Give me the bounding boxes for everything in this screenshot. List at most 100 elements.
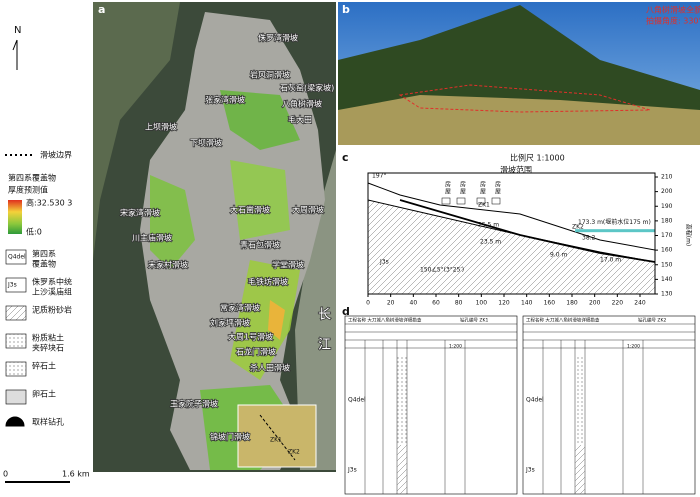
inset	[237, 404, 317, 468]
layer-label: J3s	[525, 467, 535, 474]
x-tick-label: 120	[498, 300, 510, 307]
scale-label: 比例尺 1:1000	[510, 153, 565, 163]
x-tick-label: 20	[387, 300, 395, 307]
cover-thickness	[268, 300, 285, 340]
landslide-label: 石龙门滑坡	[236, 347, 276, 357]
lithology	[397, 355, 407, 445]
borehole-label: ZK2	[288, 449, 300, 456]
landslide-label: 宋家村滑坡	[148, 260, 188, 270]
photo-caption: 八角树滑坡全貌	[646, 5, 700, 15]
landslide-label: 毛大田	[288, 115, 312, 125]
frame	[367, 172, 656, 295]
landslide-label: 岩风洞滑坡	[250, 70, 290, 80]
landslide-label: 石灰窑(梁家坡)	[280, 83, 334, 93]
x-tick-label: 60	[432, 300, 440, 307]
y-tick-label: 130	[661, 291, 673, 298]
landslide-label: 杀人田滑坡	[250, 363, 290, 373]
legend-symbol: J3s	[7, 282, 17, 289]
landslide-label: 张家湾滑坡	[205, 95, 245, 105]
dip-label: 150∠5°(3°25′)	[420, 267, 464, 274]
legend-title: 厚度预测值	[8, 185, 48, 195]
axis-label: 高程(m)	[685, 224, 693, 247]
legend-swatch	[5, 389, 27, 405]
y-tick-label: 180	[661, 217, 673, 224]
landslide-label: 王家院子滑坡	[170, 399, 218, 409]
landslide-label: 刘家坪滑坡	[210, 318, 250, 328]
y-tick-label: 200	[661, 188, 673, 195]
house	[491, 197, 501, 205]
legend-swatch	[5, 277, 27, 293]
legend-label: 第四系	[32, 249, 56, 259]
dimension-label: 23.5 m	[480, 239, 501, 246]
legend-swatch	[5, 333, 27, 349]
house-label: 房	[480, 181, 486, 189]
legend-title: 第四系覆盖物	[8, 173, 56, 183]
lithology	[575, 355, 585, 445]
lithology	[575, 445, 585, 494]
legend-swatch	[5, 305, 27, 321]
legend-symbol: Q4del	[8, 254, 26, 261]
y-tick-label: 190	[661, 203, 673, 210]
layer-label: Q4del	[526, 397, 544, 404]
log-frame	[344, 315, 518, 495]
log-scale: 1:200	[449, 344, 462, 350]
panel-label: a	[98, 3, 105, 16]
borehole-logs: 工程名称 大刀城八角树滑坡详细勘查 钻孔编号 ZK1 1:200 Q4del J3s 工程…	[344, 315, 696, 495]
north-label: N	[14, 25, 21, 36]
layer-label: Q4del	[348, 397, 366, 404]
cover-thickness	[150, 175, 195, 270]
log-hole: 钻孔编号 ZK1	[460, 317, 488, 324]
layer-label: J3s	[347, 467, 357, 474]
river-label: 江	[318, 338, 331, 353]
x-tick-label: 220	[612, 300, 624, 307]
x-tick-label: 160	[544, 300, 556, 307]
landslide-label: 下坝滑坡	[190, 138, 222, 148]
landslide-label: 宋家湾滑坡	[120, 208, 160, 218]
borehole-label: ZK1	[270, 437, 282, 444]
section: 0 20 40 60 80 100 120 140 160 180 200 220 240 130 140 1…	[366, 172, 693, 307]
legend-label: 碎石土	[32, 361, 56, 371]
x-tick-label: 200	[589, 300, 601, 307]
legend: Q4del 第四系覆盖物 J3s 侏罗系中统上沙溪庙组泥质粉砂岩粉质粘土夹碎块石碎石土…	[5, 249, 72, 427]
house	[456, 197, 466, 205]
legend-label: 泥质粉砂岩	[32, 305, 72, 315]
legend-label: 低:0	[26, 227, 42, 237]
section-line	[259, 414, 296, 461]
borehole-label: ZK1	[478, 202, 490, 209]
legend-label: 上沙溪庙组	[32, 287, 72, 297]
landslide-label: 川主庙滑坡	[132, 233, 172, 243]
landslide-label: 八角树滑坡	[282, 99, 322, 109]
house-label: 屋	[445, 189, 451, 196]
cover-thickness	[220, 90, 300, 150]
cover-thickness	[230, 160, 290, 240]
legend-swatch	[5, 361, 27, 377]
house-label: 房	[495, 181, 501, 189]
dimension-label: 25.5 m	[478, 222, 499, 229]
y-tick-label: 210	[661, 174, 673, 181]
landslide-label: 侏罗湾滑坡	[258, 33, 298, 43]
crest-label: 197°	[372, 173, 386, 180]
x-tick-label: 0	[366, 300, 370, 307]
landslide-label: 学堂滑坡	[272, 260, 304, 270]
y-tick-label: 170	[661, 232, 673, 239]
panel-label: c	[342, 151, 349, 164]
legend-label: 取样钻孔	[32, 417, 64, 427]
legend-label: 覆盖物	[32, 259, 56, 269]
north-arrow	[12, 39, 18, 70]
x-tick-label: 80	[455, 300, 463, 307]
borehole-symbol	[5, 416, 25, 427]
photo-caption: 拍摄角度: 330°	[646, 16, 700, 26]
bedrock	[368, 200, 655, 294]
landslide-label: 大周1号滑坡	[228, 332, 273, 342]
legend-label: 卵石土	[32, 389, 56, 399]
borehole-label: ZK2	[572, 224, 584, 231]
landslide-label: 毛铁坊滑坡	[248, 277, 288, 287]
house-label: 房	[460, 181, 466, 189]
landslide-label: 大石凿滑坡	[230, 205, 270, 215]
log-title: 工程名称 大刀城八角树滑坡详细勘查	[526, 317, 600, 324]
log-frame	[522, 315, 696, 495]
landslide-label: 大周滑坡	[292, 205, 324, 215]
range-label: 滑坡范围	[500, 165, 532, 175]
